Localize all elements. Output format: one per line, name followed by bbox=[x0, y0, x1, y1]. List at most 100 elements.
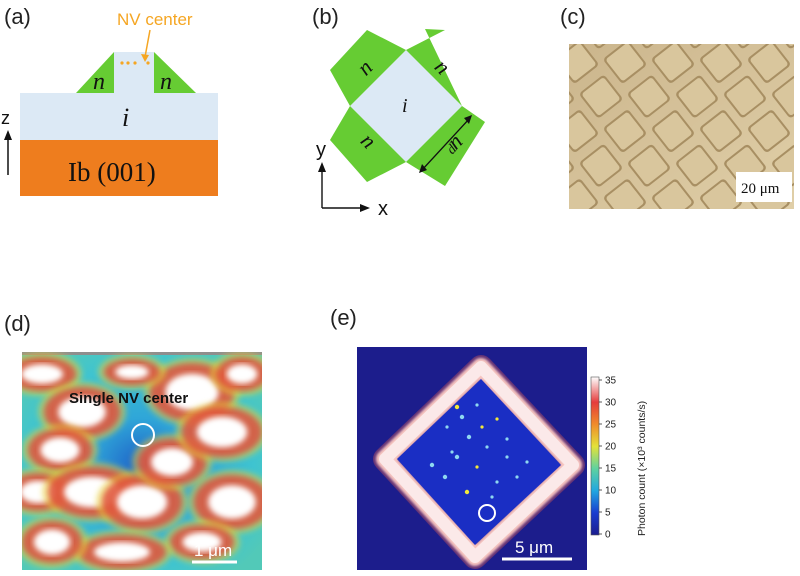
nv-spot bbox=[464, 489, 470, 495]
i-label: i bbox=[122, 103, 129, 132]
nv-spot bbox=[454, 404, 460, 410]
mesa-square bbox=[700, 110, 742, 152]
mesa-square bbox=[604, 44, 646, 83]
nv-spot bbox=[480, 425, 484, 429]
mesa-array bbox=[569, 44, 794, 209]
nv-spot bbox=[450, 450, 454, 454]
mesa-square bbox=[628, 144, 670, 187]
nv-spot bbox=[495, 480, 499, 484]
bright-cluster bbox=[98, 354, 166, 390]
nv-spot bbox=[490, 495, 494, 499]
substrate-label: Ib (001) bbox=[68, 157, 156, 187]
mesa-square bbox=[580, 144, 622, 187]
mesa-square bbox=[604, 110, 646, 152]
y-axis-head bbox=[318, 162, 326, 172]
mesa-square bbox=[569, 110, 598, 152]
colorbar: 35 30 25 20 15 10 5 0 Photon count (×10³ counts… bbox=[590, 376, 648, 541]
mesa-square bbox=[569, 179, 598, 209]
mesa-square bbox=[700, 179, 742, 209]
nv-spot bbox=[505, 455, 509, 459]
i-layer bbox=[20, 93, 218, 140]
x-axis-label: x bbox=[378, 198, 388, 220]
scale-label-c: 20 μm bbox=[741, 181, 780, 197]
d-arrow-head-bottom bbox=[419, 164, 427, 173]
nv-center-annotation: NV center bbox=[117, 10, 193, 29]
scale-box-c bbox=[736, 172, 792, 202]
colorbar-tick-label: 5 bbox=[605, 508, 611, 519]
colorbar-tick-label: 0 bbox=[605, 530, 611, 541]
scale-label-d: 1 μm bbox=[194, 541, 232, 560]
i-label-b: i bbox=[402, 95, 408, 117]
bright-cluster bbox=[22, 352, 82, 396]
panel-label-b: (b) bbox=[312, 4, 339, 29]
map-top-edge bbox=[22, 352, 262, 355]
nv-dot bbox=[126, 61, 130, 65]
nv-spot bbox=[429, 462, 435, 468]
d-dimension-line bbox=[421, 117, 471, 171]
n-label-right: n bbox=[160, 69, 172, 95]
mesa-square bbox=[652, 179, 694, 209]
nv-arrow-head bbox=[141, 54, 149, 62]
d-arrow-head-top bbox=[464, 115, 472, 124]
colorbar-title: Photon count (×10³ counts/s) bbox=[636, 401, 648, 536]
mesa-square bbox=[652, 44, 694, 83]
mesa-square bbox=[748, 44, 790, 83]
panel-label-a: (a) bbox=[4, 4, 31, 29]
bright-regions bbox=[22, 352, 262, 570]
nv-spot bbox=[475, 465, 479, 469]
nv-dot bbox=[120, 61, 124, 65]
panel-a-schematic: NV center n n i Ib (001) z bbox=[1, 10, 218, 196]
bright-cluster bbox=[188, 470, 262, 534]
bright-cluster bbox=[22, 424, 98, 476]
mesa-square bbox=[772, 75, 794, 118]
nv-spot bbox=[485, 445, 489, 449]
mesa-square bbox=[652, 110, 694, 152]
nv-spot bbox=[459, 414, 465, 420]
colorbar-gradient bbox=[590, 376, 600, 536]
nv-marker-circle-d bbox=[131, 423, 155, 447]
nv-marker-circle-e bbox=[478, 504, 496, 522]
nv-spot bbox=[525, 460, 529, 464]
mesa-frame-core bbox=[379, 361, 579, 563]
colorbar-tick-label: 25 bbox=[605, 420, 617, 431]
i-mesa bbox=[114, 52, 154, 93]
n-layer-right bbox=[154, 52, 196, 93]
n-strip-top-right bbox=[406, 29, 462, 106]
nv-spots bbox=[429, 403, 529, 499]
panel-b-schematic: n n n n i d y x bbox=[316, 29, 485, 220]
colorbar-tick-label: 10 bbox=[605, 486, 617, 497]
nv-spot bbox=[515, 475, 519, 479]
colorbar-tick-label: 35 bbox=[605, 376, 617, 387]
panel-label-c: (c) bbox=[560, 4, 586, 29]
z-axis-head bbox=[4, 130, 12, 140]
nv-spot bbox=[495, 417, 499, 421]
bright-cluster bbox=[176, 402, 262, 462]
mesa-interior bbox=[397, 379, 561, 545]
colorbar-ticks: 35 30 25 20 15 10 5 0 bbox=[599, 376, 617, 541]
nv-spot bbox=[454, 454, 460, 460]
bright-cluster bbox=[22, 516, 88, 568]
panel-label-d: (d) bbox=[4, 311, 31, 336]
mesa-square bbox=[569, 44, 598, 83]
panel-e-map: 5 μm bbox=[357, 347, 587, 570]
n-layer-left bbox=[76, 52, 114, 93]
scale-label-e: 5 μm bbox=[515, 538, 553, 557]
colorbar-tick-label: 20 bbox=[605, 442, 617, 453]
mesa-square bbox=[676, 144, 718, 187]
n-strip-bottom-left bbox=[330, 106, 406, 182]
mesa-square bbox=[580, 75, 622, 118]
mesa-square bbox=[628, 75, 670, 118]
colorbar-tick-label: 30 bbox=[605, 398, 617, 409]
n-label-left: n bbox=[93, 69, 105, 95]
substrate-layer bbox=[20, 140, 218, 196]
bright-cluster bbox=[210, 352, 262, 396]
z-axis-label: z bbox=[1, 108, 10, 128]
nv-spot bbox=[442, 474, 448, 480]
nv-dot bbox=[133, 61, 137, 65]
colorbar-tick-label: 15 bbox=[605, 464, 617, 475]
mesa-square bbox=[676, 75, 718, 118]
bright-cluster bbox=[164, 520, 240, 564]
nv-spot bbox=[505, 437, 509, 441]
y-axis-label: y bbox=[316, 139, 326, 161]
mesa-square bbox=[700, 44, 742, 83]
